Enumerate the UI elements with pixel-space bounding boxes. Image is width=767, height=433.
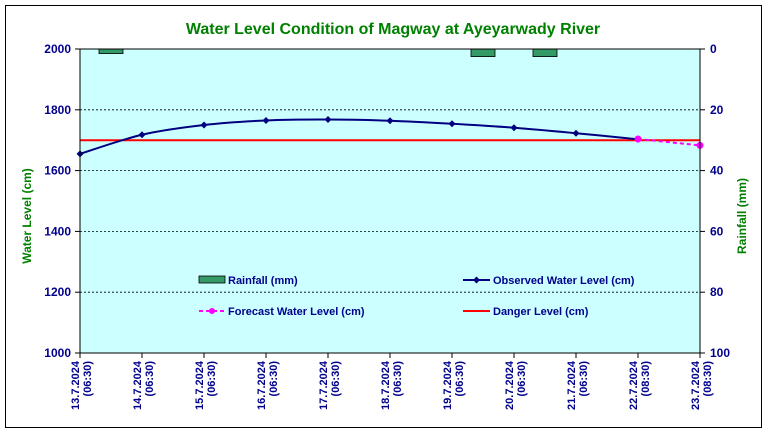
x-tick-time: (06:30) xyxy=(144,361,156,397)
x-tick-time: (08:30) xyxy=(702,361,714,397)
x-tick-label: 13.7.2024(06:30) xyxy=(70,360,94,410)
x-tick-date: 17.7.2024 xyxy=(318,360,330,410)
x-tick-label: 19.7.2024(06:30) xyxy=(442,360,466,410)
x-tick-date: 18.7.2024 xyxy=(380,360,392,410)
x-tick-label: 15.7.2024(06:30) xyxy=(194,360,218,410)
x-tick-date: 20.7.2024 xyxy=(504,360,516,410)
legend: Rainfall (mm) Observed Water Level (cm) Fo… xyxy=(198,275,635,318)
observed-point xyxy=(138,131,146,139)
observed-point xyxy=(324,116,332,124)
legend-danger-label: Danger Level (cm) xyxy=(493,306,589,318)
x-tick-label: 14.7.2024(06:30) xyxy=(132,360,156,410)
x-tick-time: (06:30) xyxy=(578,361,590,397)
rainfall-bar xyxy=(470,48,496,57)
x-tick-time: (06:30) xyxy=(268,361,280,397)
x-tick-label: 20.7.2024(06:30) xyxy=(504,360,528,410)
y-tick-label: 1200 xyxy=(44,285,71,299)
x-tick-date: 23.7.2024 xyxy=(690,360,702,410)
x-tick-label: 22.7.2024(08:30) xyxy=(628,360,652,410)
observed-line xyxy=(79,118,639,155)
x-tick-label: 21.7.2024(06:30) xyxy=(566,360,590,410)
observed-point xyxy=(200,121,208,129)
x-tick-time: (08:30) xyxy=(640,361,652,397)
y-tick-label: 2000 xyxy=(44,42,71,56)
y2-tick-label: 0 xyxy=(710,42,717,56)
observed-point xyxy=(262,116,270,124)
rainfall-bar xyxy=(98,48,124,54)
legend-rainfall-swatch xyxy=(198,275,226,284)
x-tick-label: 17.7.2024(06:30) xyxy=(318,360,342,410)
x-tick-date: 21.7.2024 xyxy=(566,360,578,410)
legend-observed-marker xyxy=(473,276,480,284)
y2-tick-label: 40 xyxy=(710,164,724,178)
x-tick-time: (06:30) xyxy=(206,361,218,397)
legend-rainfall-label: Rainfall (mm) xyxy=(228,275,298,287)
x-tick-label: 16.7.2024(06:30) xyxy=(256,360,280,410)
x-tick-time: (06:30) xyxy=(82,361,94,397)
x-tick-date: 13.7.2024 xyxy=(70,360,82,410)
x-tick-time: (06:30) xyxy=(392,361,404,397)
observed-point xyxy=(386,117,394,125)
forecast-line xyxy=(637,137,701,147)
x-tick-time: (06:30) xyxy=(516,361,528,397)
y2-axis-label: Rainfall (mm) xyxy=(735,178,749,254)
observed-point xyxy=(572,129,580,137)
x-tick-time: (06:30) xyxy=(454,361,466,397)
x-tick-date: 22.7.2024 xyxy=(628,360,640,410)
observed-point xyxy=(510,124,518,132)
y2-tick-label: 20 xyxy=(710,103,724,117)
y2-tick-label: 80 xyxy=(710,285,724,299)
x-tick-date: 16.7.2024 xyxy=(256,360,268,410)
x-tick-date: 19.7.2024 xyxy=(442,360,454,410)
x-tick-label: 18.7.2024(06:30) xyxy=(380,360,404,410)
observed-point xyxy=(448,120,456,128)
x-tick-date: 15.7.2024 xyxy=(194,360,206,410)
legend-observed-label: Observed Water Level (cm) xyxy=(493,275,635,287)
y-tick-label: 1800 xyxy=(44,103,71,117)
chart-title: Water Level Condition of Magway at Ayeya… xyxy=(186,21,600,38)
axes: 1000 1200 1400 1600 1800 2000 0 20 40 60 80 100 13.7… xyxy=(44,42,730,410)
gridlines xyxy=(80,109,700,293)
y-tick-label: 1000 xyxy=(44,346,71,360)
plot-area xyxy=(80,49,700,353)
forecast-point xyxy=(634,135,642,143)
y2-tick-label: 60 xyxy=(710,224,724,238)
y2-tick-label: 100 xyxy=(710,346,730,360)
y-axis-label: Water Level (cm) xyxy=(20,168,34,264)
x-tick-label: 23.7.2024(08:30) xyxy=(690,360,714,410)
y-tick-label: 1600 xyxy=(44,164,71,178)
legend-forecast-label: Forecast Water Level (cm) xyxy=(228,306,365,318)
x-tick-date: 14.7.2024 xyxy=(132,360,144,410)
x-tick-time: (06:30) xyxy=(330,361,342,397)
y-tick-label: 1400 xyxy=(44,224,71,238)
legend-forecast-marker xyxy=(209,308,215,314)
rainfall-bar xyxy=(532,48,558,57)
